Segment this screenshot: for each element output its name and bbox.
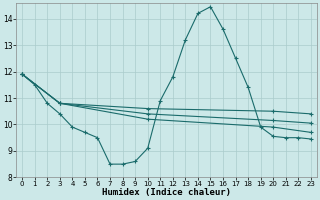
X-axis label: Humidex (Indice chaleur): Humidex (Indice chaleur)	[102, 188, 231, 197]
